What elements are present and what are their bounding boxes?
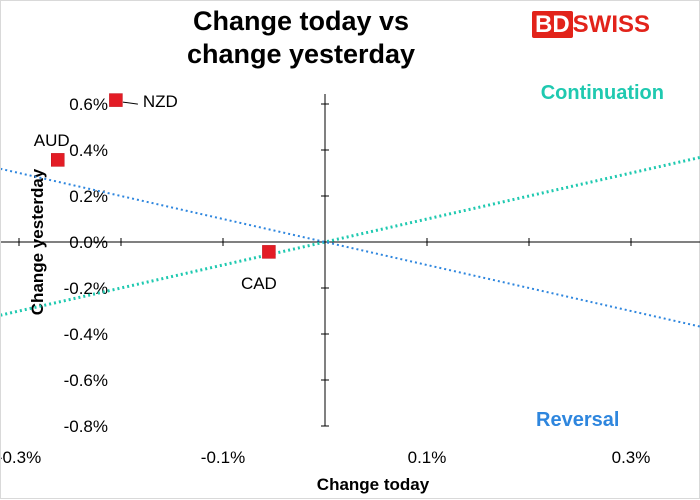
y-tick-label: -0.2% — [64, 279, 108, 298]
point-marker-cad — [262, 245, 276, 259]
leader-line-nzd — [122, 101, 138, 105]
point-marker-aud — [51, 153, 65, 167]
point-marker-nzd — [109, 93, 123, 107]
y-tick-label: -0.8% — [64, 417, 108, 436]
y-axis-title: Change yesterday — [28, 168, 47, 315]
logo-part-2: SWISS — [572, 11, 651, 38]
chart-title: Change today vs change yesterday — [141, 5, 461, 71]
y-tick-label: 0.6% — [69, 95, 108, 114]
trend-line-continuation — [1, 155, 700, 317]
y-tick-label: -0.4% — [64, 325, 108, 344]
logo-part-1: BD — [532, 11, 573, 38]
point-label-aud: AUD — [34, 131, 70, 150]
y-tick-label: -0.6% — [64, 371, 108, 390]
title-line-1: Change today vs — [192, 6, 410, 36]
trend-line-reversal — [1, 167, 700, 328]
x-tick-label: -0.3% — [1, 448, 41, 467]
y-tick-label: 0.2% — [69, 187, 108, 206]
x-tick-label: 0.3% — [612, 448, 651, 467]
y-tick-label: 0.0% — [69, 233, 108, 252]
x-tick-label: 0.1% — [408, 448, 447, 467]
trend-line-label-reversal: Reversal — [536, 409, 619, 431]
title-line-2: change yesterday — [186, 39, 416, 69]
y-tick-label: 0.4% — [69, 141, 108, 160]
bdswiss-logo: BD SWISS — [532, 11, 650, 39]
point-label-nzd: NZD — [143, 92, 178, 111]
trend-line-label-continuation: Continuation — [541, 82, 664, 104]
x-axis-title: Change today — [317, 475, 430, 494]
x-tick-label: -0.1% — [201, 448, 245, 467]
point-label-cad: CAD — [241, 274, 277, 293]
